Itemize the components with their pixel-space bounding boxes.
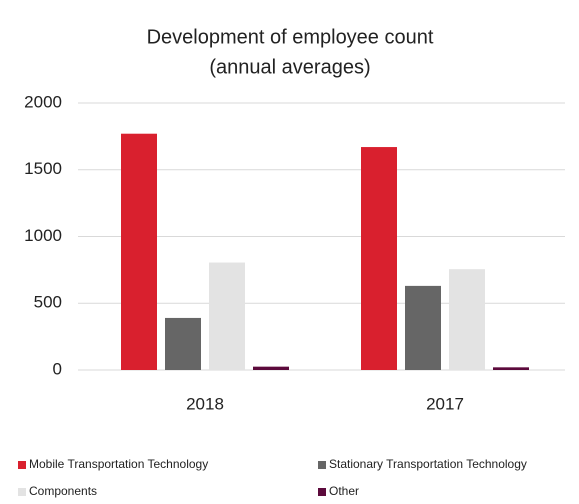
x-tick-label: 2017 (426, 394, 464, 413)
bar (121, 133, 157, 370)
bar (253, 366, 289, 370)
bar (405, 285, 441, 370)
legend-swatch (18, 461, 26, 469)
y-tick-label: 2000 (24, 92, 62, 111)
bar (209, 262, 245, 370)
legend-label: Mobile Transportation Technology (29, 457, 208, 471)
bar (361, 147, 397, 370)
legend-swatch (18, 488, 26, 496)
legend-label: Stationary Transportation Technology (329, 457, 527, 471)
legend-label: Other (329, 484, 359, 498)
chart-subtitle: (annual averages) (209, 56, 370, 78)
legend-swatch (318, 488, 326, 496)
y-tick-label: 1500 (24, 159, 62, 178)
chart-title: Development of employee count (147, 26, 434, 48)
bar (449, 269, 485, 370)
bar (493, 367, 529, 370)
bar (165, 317, 201, 370)
y-tick-label: 500 (34, 293, 62, 312)
legend-swatch (318, 461, 326, 469)
y-tick-label: 0 (53, 359, 62, 378)
legend-label: Components (29, 484, 97, 498)
y-tick-label: 1000 (24, 226, 62, 245)
x-tick-label: 2018 (186, 394, 224, 413)
